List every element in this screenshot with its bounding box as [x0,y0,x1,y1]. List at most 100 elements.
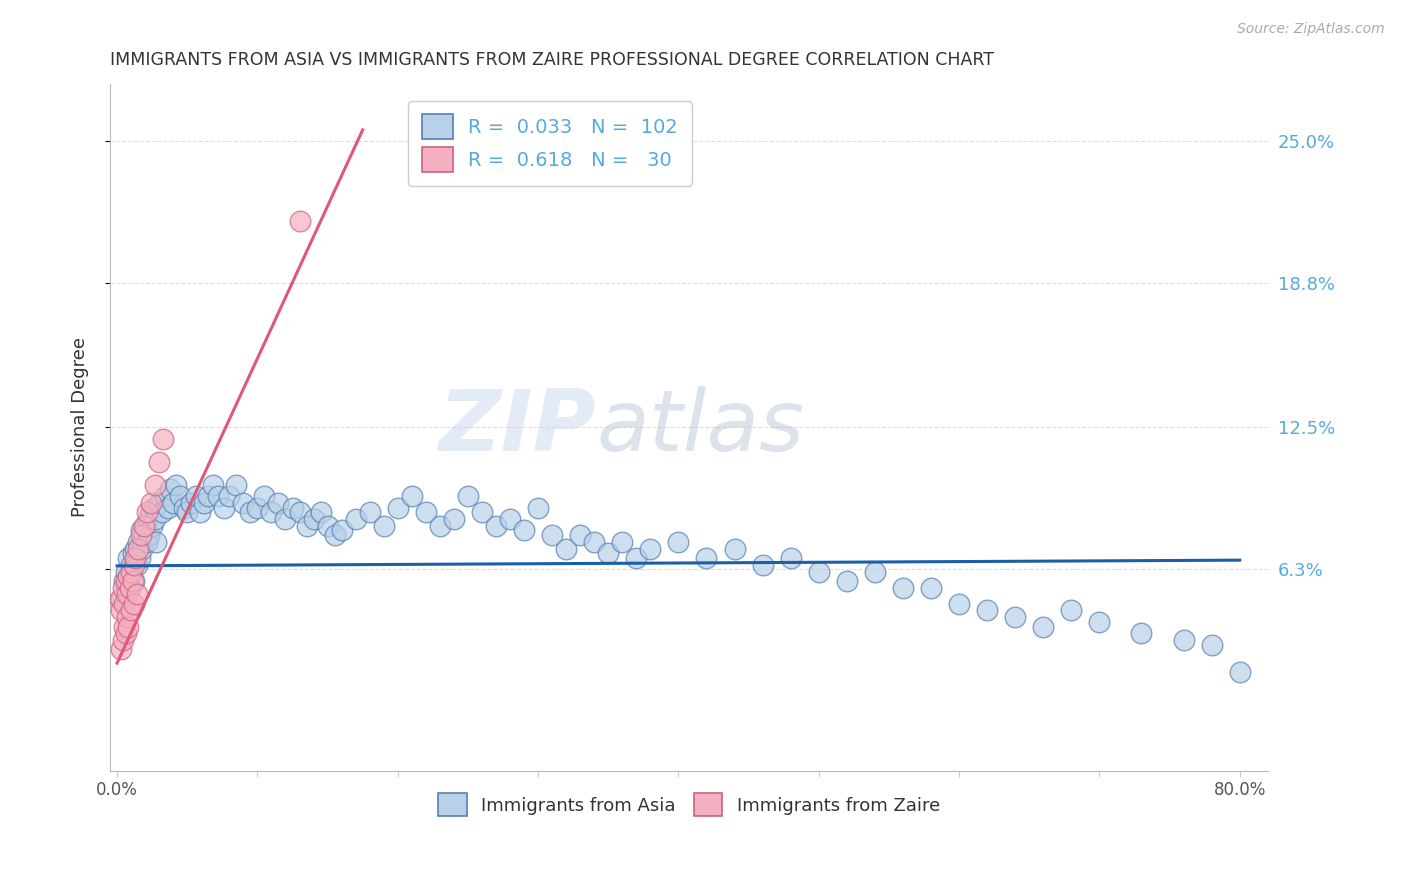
Point [239,505,262,519]
Point [751,558,773,572]
Point [626,550,648,565]
Point [112,597,135,611]
Point [121,546,143,560]
Text: Source: ZipAtlas.com: Source: ZipAtlas.com [1237,22,1385,37]
Point [569,528,592,542]
Point [835,574,858,588]
Point [136,512,159,526]
Point [246,500,269,515]
Point [162,496,184,510]
Point [429,518,451,533]
Point [114,626,136,640]
Point [115,587,138,601]
Point [135,505,157,519]
Point [976,603,998,617]
Point [110,603,132,617]
Point [218,489,240,503]
Point [316,518,339,533]
Point [138,528,160,542]
Point [920,581,942,595]
Point [128,550,150,565]
Point [201,477,224,491]
Point [145,534,167,549]
Point [207,489,229,503]
Point [142,500,165,515]
Point [173,500,195,515]
Point [159,482,181,496]
Point [197,489,219,503]
Point [139,505,162,519]
Point [541,528,564,542]
Point [344,512,367,526]
Point [129,524,152,538]
Point [135,534,157,549]
Point [165,477,187,491]
Point [121,574,143,588]
Point [180,496,202,510]
Point [134,518,156,533]
Point [779,550,801,565]
Point [891,581,914,595]
Point [471,505,494,519]
Point [267,496,290,510]
Point [583,534,606,549]
Point [169,489,191,503]
Point [485,518,508,533]
Point [188,505,211,519]
Point [274,512,297,526]
Point [125,587,148,601]
Point [176,505,198,519]
Point [1088,615,1111,629]
Point [127,534,149,549]
Point [309,505,332,519]
Point [225,477,247,491]
Point [948,597,970,611]
Point [598,546,620,560]
Point [111,633,134,648]
Point [193,496,215,510]
Point [148,496,170,510]
Point [640,541,662,556]
Text: atlas: atlas [596,386,804,469]
Y-axis label: Professional Degree: Professional Degree [72,337,89,517]
Text: IMMIGRANTS FROM ASIA VS IMMIGRANTS FROM ZAIRE PROFESSIONAL DEGREE CORRELATION CH: IMMIGRANTS FROM ASIA VS IMMIGRANTS FROM … [110,51,994,69]
Point [387,500,409,515]
Point [117,619,139,633]
Point [131,541,153,556]
Point [415,505,437,519]
Point [863,565,886,579]
Point [401,489,423,503]
Point [125,558,148,572]
Point [1060,603,1083,617]
Point [1032,619,1054,633]
Point [122,574,145,588]
Text: ZIP: ZIP [439,386,596,469]
Point [111,581,134,595]
Point [117,550,139,565]
Point [118,569,141,583]
Point [110,592,132,607]
Point [499,512,522,526]
Point [1201,638,1223,652]
Point [112,619,135,633]
Point [132,528,155,542]
Point [117,569,139,583]
Point [122,597,145,611]
Point [1229,665,1251,680]
Point [150,505,173,519]
Point [120,603,142,617]
Point [555,541,578,556]
Point [1130,626,1153,640]
Point [153,489,176,503]
Point [1173,633,1195,648]
Point [612,534,634,549]
Point [118,581,141,595]
Point [232,496,254,510]
Point [457,489,479,503]
Point [122,558,145,572]
Point [143,477,166,491]
Point [132,518,155,533]
Point [295,518,318,533]
Point [443,512,465,526]
Point [108,592,131,607]
